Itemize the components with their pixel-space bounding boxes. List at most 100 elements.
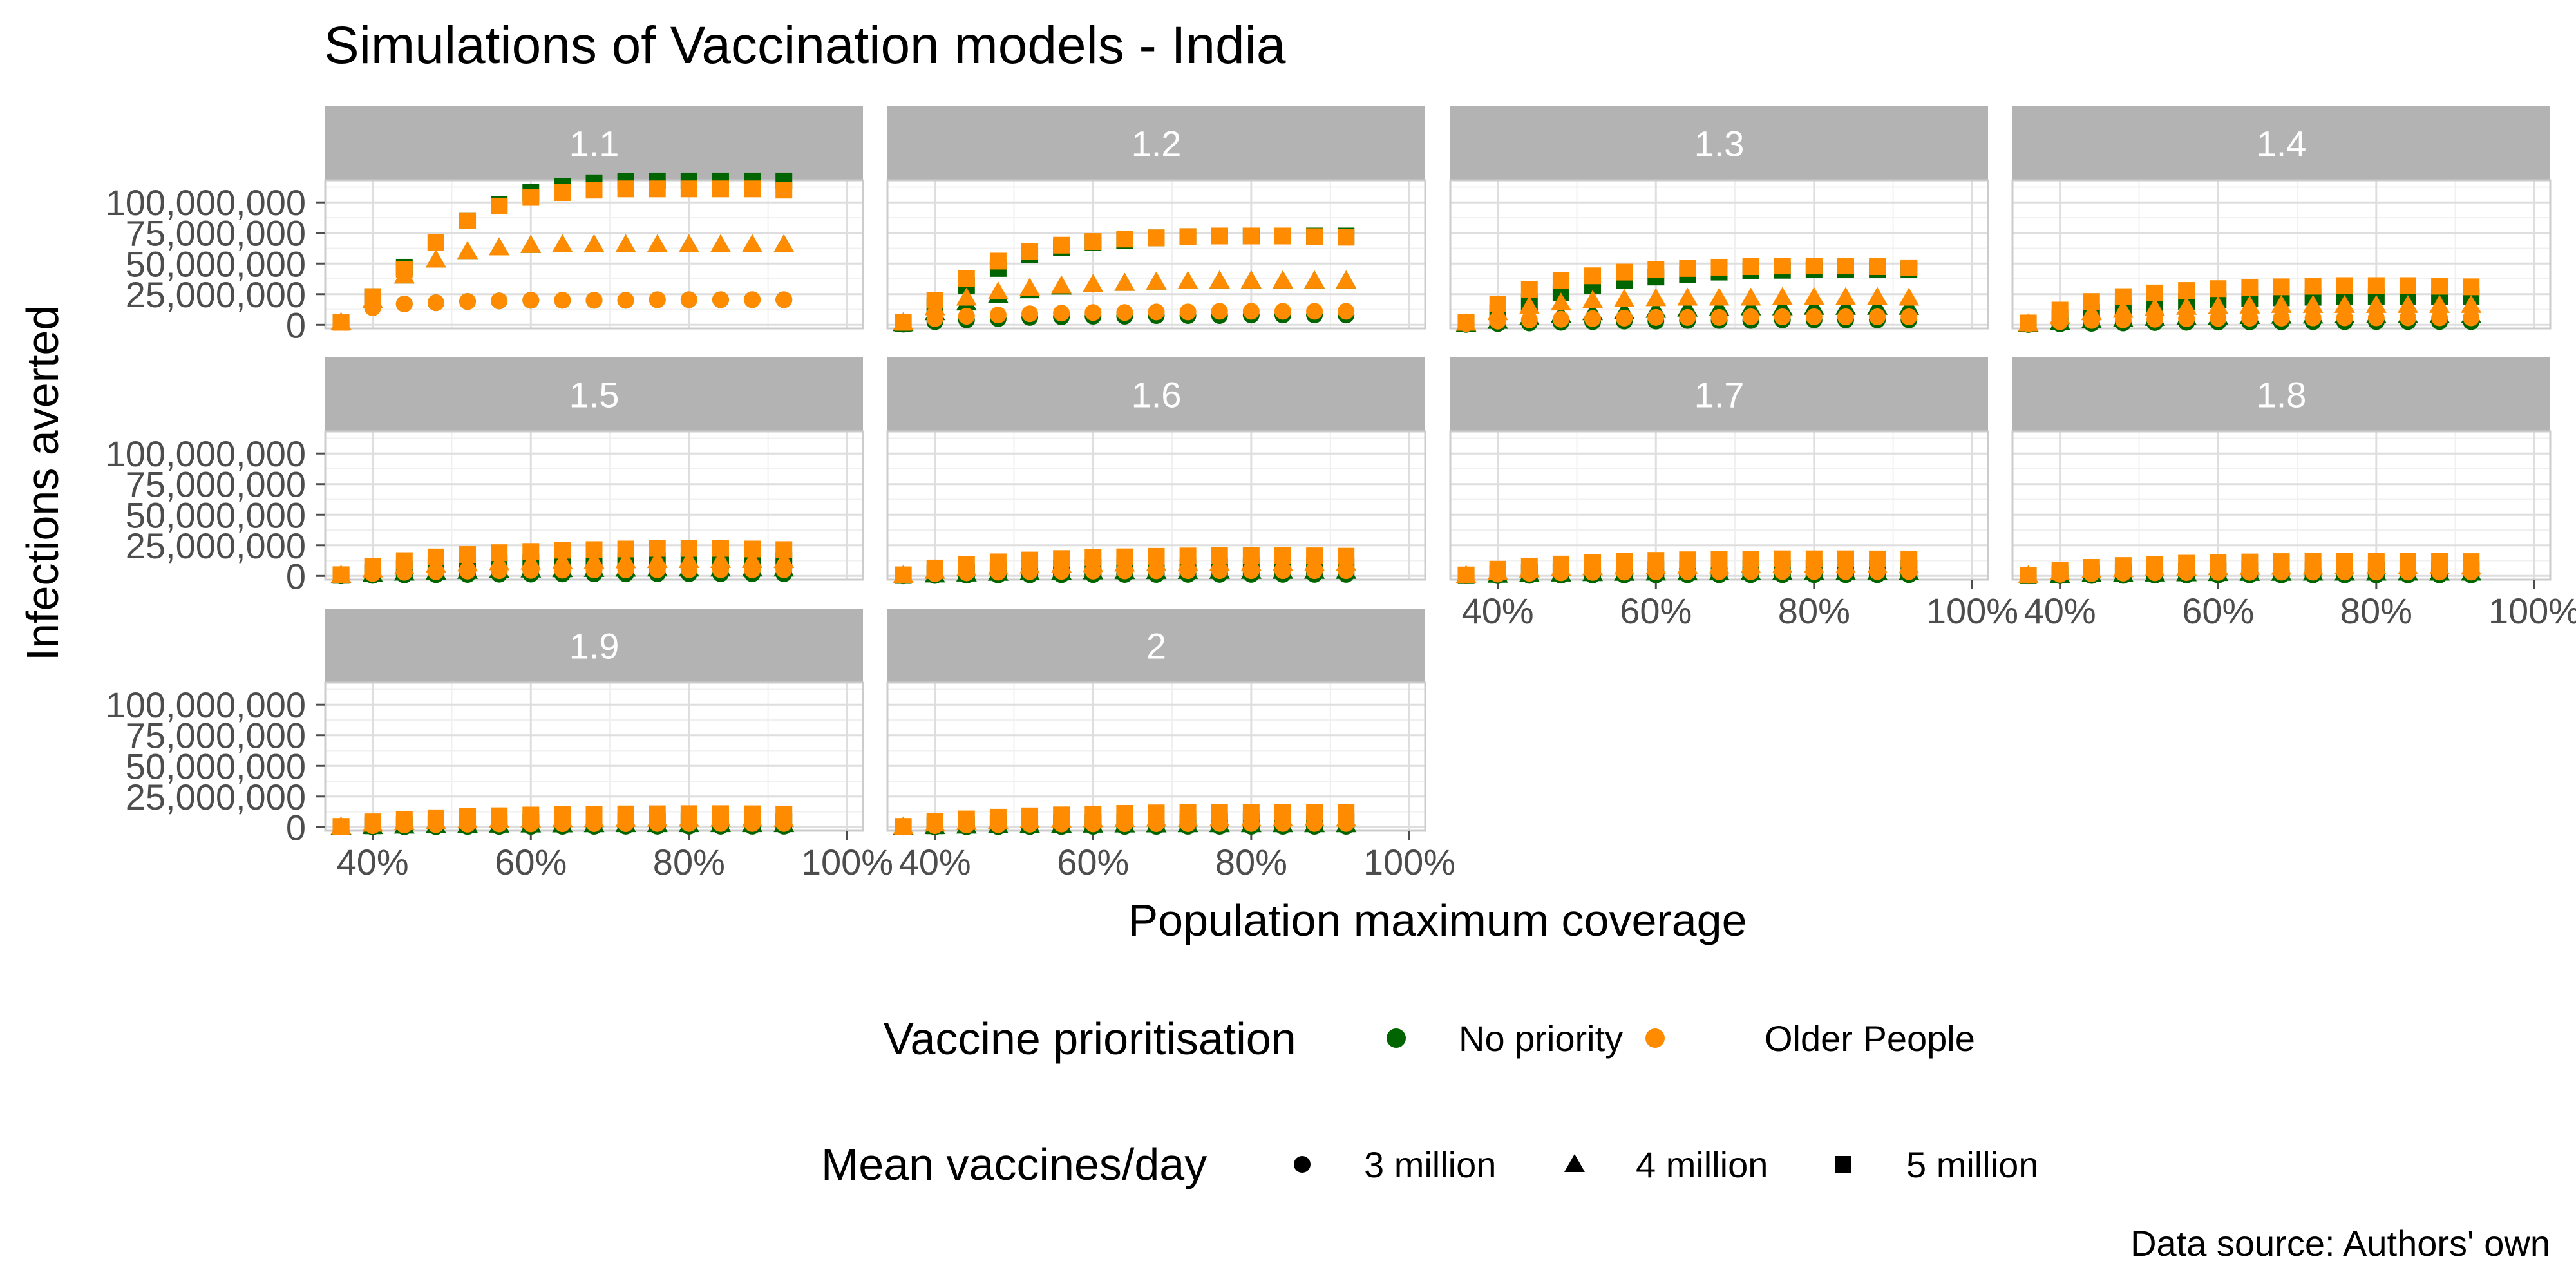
facet-strip (2012, 357, 2550, 431)
data-point (1211, 227, 1228, 245)
data-point (1240, 270, 1262, 289)
data-point (895, 818, 912, 835)
data-point (775, 182, 793, 199)
data-point (1304, 270, 1325, 289)
legend-shape-key (1564, 1154, 1585, 1172)
data-point (585, 806, 603, 823)
data-point (1677, 287, 1698, 306)
data-point (364, 558, 381, 575)
data-point (773, 234, 795, 252)
facet-strip (2012, 106, 2550, 180)
legend-color-label: No priority (1459, 1018, 1623, 1059)
data-point (1616, 263, 1633, 281)
data-point (491, 807, 508, 824)
data-point (1274, 804, 1291, 821)
legend-color-key (1387, 1028, 1406, 1048)
x-tick-label: 80% (1778, 591, 1850, 631)
data-point (1869, 258, 1886, 276)
data-point (522, 806, 540, 824)
data-point (680, 540, 697, 557)
data-point (395, 295, 413, 312)
data-point (491, 197, 508, 214)
data-point (1679, 308, 1696, 326)
data-point (2114, 288, 2132, 305)
facet-panel-1-5: 1.5 025,000,00050,000,00075,000,000100,00… (106, 357, 864, 596)
data-point (522, 543, 540, 560)
data-point (1148, 303, 1165, 321)
data-point (459, 808, 477, 825)
data-point (647, 550, 668, 569)
y-tick-label: 75,000,000 (126, 213, 306, 254)
data-point (775, 541, 793, 558)
data-point (2178, 554, 2195, 572)
data-point (678, 549, 699, 568)
x-tick-label: 80% (2340, 591, 2412, 631)
data-point (2461, 294, 2482, 313)
data-point (1552, 272, 1569, 289)
x-tick-label: 60% (2182, 591, 2254, 631)
data-point (1552, 310, 1569, 328)
data-point (989, 808, 1007, 826)
data-point (1116, 548, 1133, 565)
data-point (1083, 274, 1104, 292)
data-point (1146, 271, 1167, 290)
facet-strip (1450, 357, 1988, 431)
data-point (395, 261, 413, 278)
data-point (1900, 308, 1918, 325)
data-point (744, 805, 761, 822)
data-point (2083, 558, 2100, 576)
color-legend-title: Vaccine prioritisation (884, 1014, 1296, 1064)
data-point (2112, 299, 2134, 318)
data-point (1645, 288, 1667, 307)
data-point (744, 540, 761, 558)
data-point (1114, 272, 1135, 291)
data-point (332, 818, 350, 835)
x-tick-label: 100% (2488, 591, 2576, 631)
data-point (2399, 277, 2416, 294)
data-point (2431, 309, 2448, 327)
data-point (364, 288, 381, 305)
data-point (1740, 287, 1761, 306)
facet-strip-label: 1.8 (2257, 375, 2307, 415)
data-point (1742, 308, 1759, 325)
x-tick-label: 60% (1620, 591, 1692, 631)
data-point (958, 810, 975, 828)
data-point (2273, 309, 2290, 327)
data-point (583, 234, 605, 252)
data-point (554, 184, 571, 202)
facet-strip-label: 1.1 (569, 124, 620, 164)
data-point (2463, 553, 2480, 571)
legend-color-label: Older People (1765, 1018, 1975, 1059)
data-point (926, 813, 943, 830)
data-point (2399, 553, 2416, 570)
data-point (2334, 294, 2355, 313)
legend-shape-label: 4 million (1636, 1144, 1768, 1185)
data-point (1053, 305, 1070, 322)
facet-strip (325, 106, 863, 180)
data-point (895, 566, 912, 583)
data-point (1179, 547, 1197, 565)
data-point (395, 811, 413, 828)
data-point (2210, 310, 2227, 327)
data-point (1900, 551, 1918, 568)
data-point (2208, 296, 2229, 314)
data-point (332, 314, 350, 331)
facet-panel-1-8: 1.8 40% 60% 80% 100% (2011, 357, 2576, 631)
chart-title: Simulations of Vaccination models - Indi… (324, 16, 1286, 75)
data-point (1614, 289, 1635, 307)
data-point (1584, 267, 1602, 285)
data-point (1274, 547, 1291, 564)
facet-panels: 1.1025,000,00050,000,00075,000,000100,00… (106, 106, 2576, 882)
data-point (554, 542, 571, 559)
data-point (1053, 236, 1070, 254)
x-tick-label: 40% (337, 842, 409, 882)
data-point (2302, 294, 2324, 313)
y-tick-label: 50,000,000 (126, 495, 306, 535)
x-tick-label: 100% (1926, 591, 2018, 631)
data-point (712, 805, 729, 822)
data-point (585, 292, 603, 309)
data-point (926, 292, 943, 309)
x-tick-label: 100% (1363, 842, 1455, 882)
data-point (1647, 308, 1665, 326)
data-point (427, 294, 444, 312)
